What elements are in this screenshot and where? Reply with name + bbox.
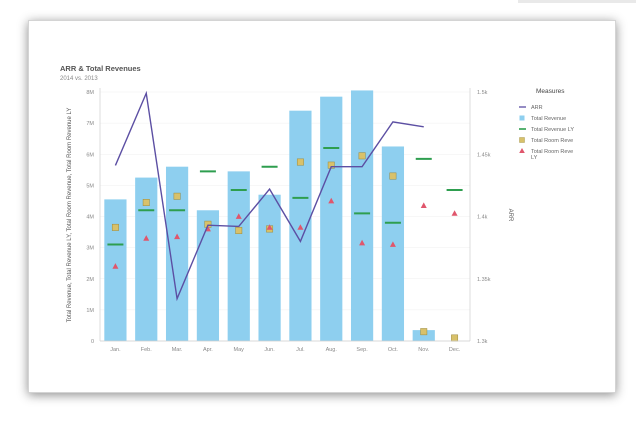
triangle-mark [297,224,304,230]
y-left-tick-label: 5M [86,183,94,189]
triangle-mark [143,235,150,241]
legend-label: Total Revenue LY [531,127,574,133]
bar [320,96,343,341]
axes: 0 1M 2M 3M 4M 5M 6M 7M 8M 1.3k 1.35k 1.4k 1.45k 1.5k J… [86,88,491,353]
triangle-mark [112,263,119,269]
triangle-mark [389,241,396,247]
x-tick-label: Jul. [296,347,305,353]
y-left-tick-label: 8M [86,90,94,96]
y-axis-left-label: Total Revenue, Total Revenue LY, Total R… [67,108,73,323]
marks-total-revenue-ly [107,147,463,246]
y-left-tick-label: 6M [86,152,94,158]
legend-swatch-triangle [519,148,525,153]
arr-line [114,90,424,302]
triangle-mark [420,202,427,209]
bar [104,199,127,341]
square-mark [451,334,459,342]
bar [196,210,220,341]
marks-total-room-revenue-ly [112,197,458,269]
square-mark [142,199,150,206]
triangle-mark [451,210,458,216]
y-left-tick-label: 0 [91,339,94,345]
x-tick-label: May [234,347,245,353]
triangle-mark [266,224,273,230]
square-mark [358,152,366,160]
bar [350,90,374,341]
x-tick-label: Jun. [264,347,275,353]
square-mark [296,158,304,166]
y-right-tick-label: 1.3k [477,339,488,345]
y-left-tick-label: 4M [86,215,94,221]
marks-total-room-revenue [111,152,459,342]
triangle-mark [174,233,181,240]
legend-label: Total Room Reve LY [531,149,573,161]
triangle-mark [235,213,242,219]
chart-title: ARR & Total Revenues [60,64,141,73]
bar [412,330,435,341]
triangle-mark [359,239,366,246]
triangle-mark [328,197,335,204]
y-left-tick-label: 1M [86,308,94,314]
legend-swatch-bar [519,115,525,121]
x-tick-label: Oct. [388,347,399,353]
legend-title: Measures [536,88,565,95]
x-tick-label: Mar. [172,347,183,353]
legend-label: Total Revenue [531,116,566,122]
legend-label: ARR [531,105,543,111]
square-mark [389,172,397,180]
y-right-tick-label: 1.5k [477,90,488,96]
bar [227,171,250,341]
square-mark [111,223,119,231]
y-right-tick-label: 1.45k [477,152,491,158]
legend-swatch-square [519,137,525,143]
bar [135,177,158,341]
x-tick-label: Nov. [418,347,429,353]
legend-label: Total Room Reve [531,138,573,144]
y-axis-right-label: ARR [507,209,513,222]
x-tick-label: Feb. [141,347,152,353]
line-arr [114,90,424,302]
bar [258,194,281,341]
legend: Measures ARR Total Revenue Total Revenue L… [519,88,574,161]
x-tick-label: Jan. [110,347,121,353]
bars-total-revenue [104,90,435,341]
y-left-tick-label: 2M [86,277,94,283]
x-tick-label: Sep. [356,347,368,353]
square-mark [173,192,181,200]
top-edge-line [518,0,636,3]
y-right-tick-label: 1.35k [477,277,491,283]
x-tick-label: Aug. [326,347,338,353]
x-tick-label: Dec. [449,347,461,353]
chart-subtitle: 2014 vs. 2013 [60,76,98,82]
y-left-tick-label: 7M [86,121,94,127]
x-tick-label: Apr. [203,347,213,353]
y-right-tick-label: 1.4k [477,215,488,221]
square-mark [235,227,243,234]
y-left-tick-label: 3M [86,246,94,252]
square-mark [420,328,428,336]
